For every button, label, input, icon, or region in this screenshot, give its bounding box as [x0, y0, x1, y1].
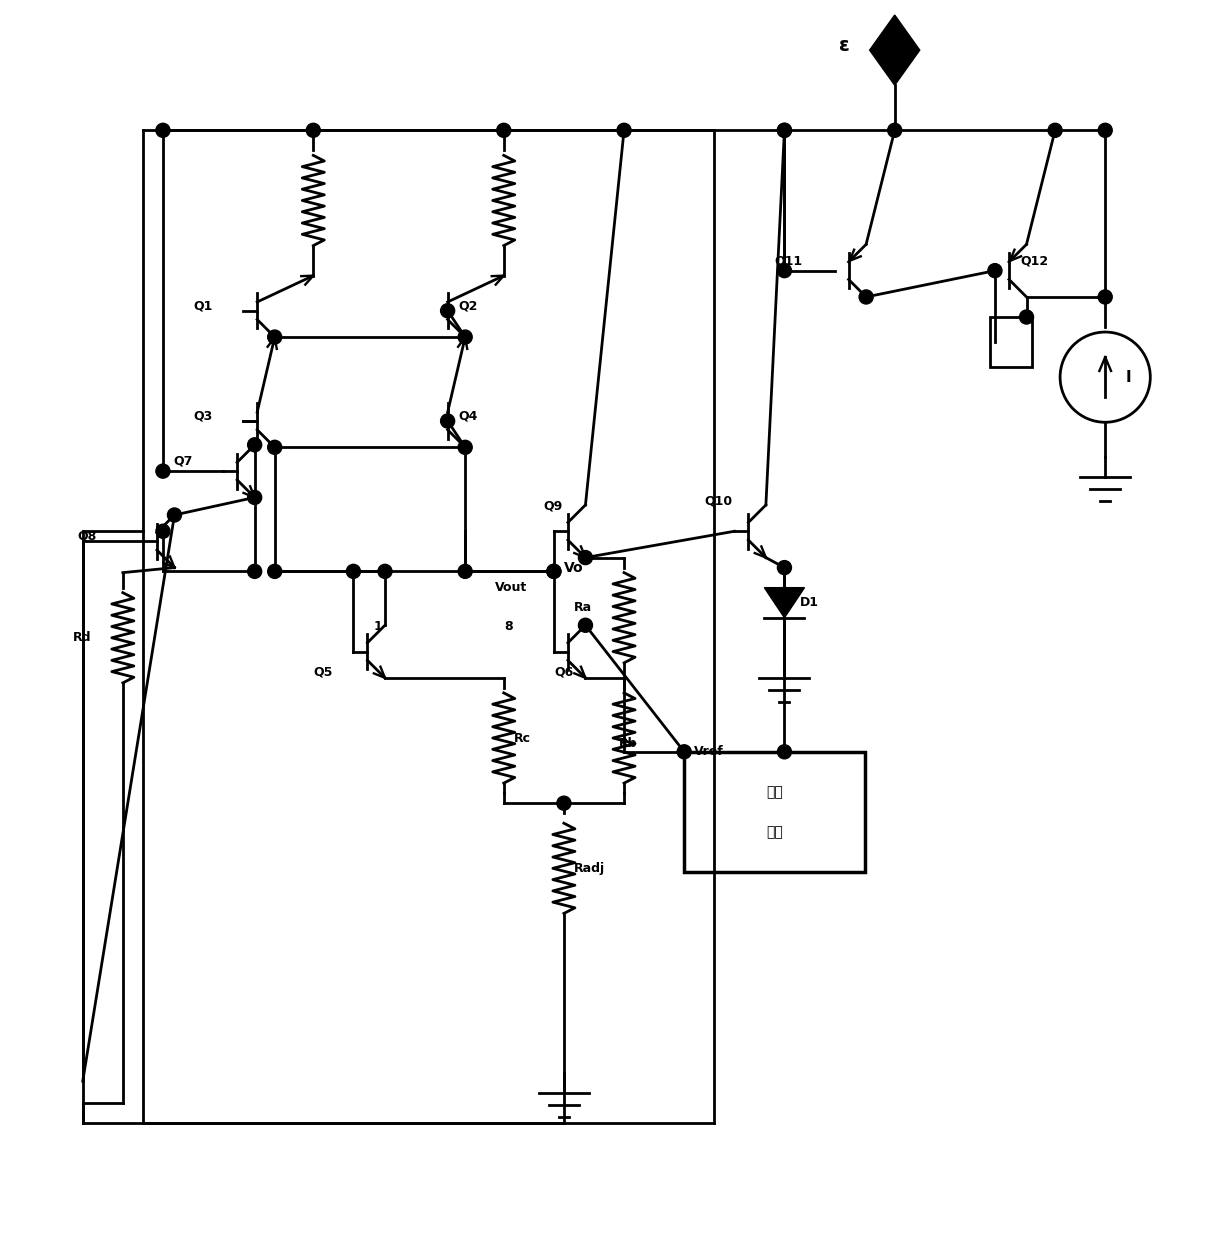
Text: 8: 8 — [504, 620, 512, 633]
Text: Vout: Vout — [495, 581, 528, 594]
Circle shape — [557, 796, 571, 811]
Text: D1: D1 — [800, 596, 819, 609]
Circle shape — [458, 564, 472, 579]
Circle shape — [778, 744, 791, 759]
Circle shape — [1098, 289, 1113, 304]
Circle shape — [579, 618, 592, 633]
Text: Q2: Q2 — [459, 299, 478, 312]
Circle shape — [248, 564, 262, 579]
Circle shape — [441, 303, 454, 318]
Circle shape — [307, 123, 320, 138]
Text: Ra: Ra — [574, 601, 592, 614]
Text: Radj: Radj — [574, 862, 605, 875]
Circle shape — [888, 123, 901, 138]
Circle shape — [268, 564, 281, 579]
Circle shape — [778, 123, 791, 138]
Circle shape — [988, 263, 1001, 278]
Text: 电路: 电路 — [766, 824, 783, 840]
Circle shape — [859, 289, 873, 304]
Circle shape — [617, 123, 631, 138]
Circle shape — [156, 464, 170, 479]
Text: Vref: Vref — [695, 746, 724, 758]
Circle shape — [778, 123, 791, 138]
Bar — [684, 752, 865, 872]
Text: ε: ε — [840, 35, 850, 55]
Circle shape — [248, 490, 262, 505]
Circle shape — [1020, 309, 1034, 325]
Polygon shape — [765, 588, 805, 618]
Text: Q9: Q9 — [544, 500, 563, 512]
Circle shape — [458, 330, 472, 345]
Circle shape — [441, 413, 454, 429]
Text: Rd: Rd — [72, 632, 92, 644]
Text: 1: 1 — [373, 620, 382, 633]
Circle shape — [678, 744, 691, 759]
Circle shape — [347, 564, 360, 579]
Circle shape — [268, 440, 281, 455]
Circle shape — [778, 263, 791, 278]
Circle shape — [156, 123, 170, 138]
Circle shape — [156, 524, 170, 539]
Text: Rc: Rc — [513, 732, 530, 744]
Text: Q3: Q3 — [193, 410, 213, 422]
Circle shape — [168, 507, 181, 523]
Text: Rb: Rb — [618, 737, 638, 749]
Circle shape — [458, 440, 472, 455]
Polygon shape — [870, 15, 919, 85]
Text: Q6: Q6 — [554, 665, 573, 678]
Text: Q10: Q10 — [704, 495, 732, 507]
Circle shape — [496, 123, 511, 138]
Text: 后级: 后级 — [766, 784, 783, 799]
Text: Q11: Q11 — [774, 254, 802, 267]
Text: Q12: Q12 — [1020, 254, 1049, 267]
Text: Q1: Q1 — [193, 299, 213, 312]
Circle shape — [547, 564, 561, 579]
Circle shape — [778, 560, 791, 575]
Text: Q4: Q4 — [459, 410, 478, 422]
Text: Q7: Q7 — [173, 455, 192, 467]
Circle shape — [1049, 123, 1062, 138]
Circle shape — [579, 550, 592, 565]
Circle shape — [1098, 123, 1113, 138]
Circle shape — [547, 564, 561, 579]
Bar — [989, 317, 1032, 367]
Text: I: I — [1125, 370, 1131, 385]
Circle shape — [248, 437, 262, 452]
Circle shape — [268, 330, 281, 345]
Text: Q5: Q5 — [313, 665, 332, 678]
Circle shape — [378, 564, 391, 579]
Text: Vo: Vo — [564, 560, 583, 575]
Text: Q8: Q8 — [77, 530, 97, 543]
